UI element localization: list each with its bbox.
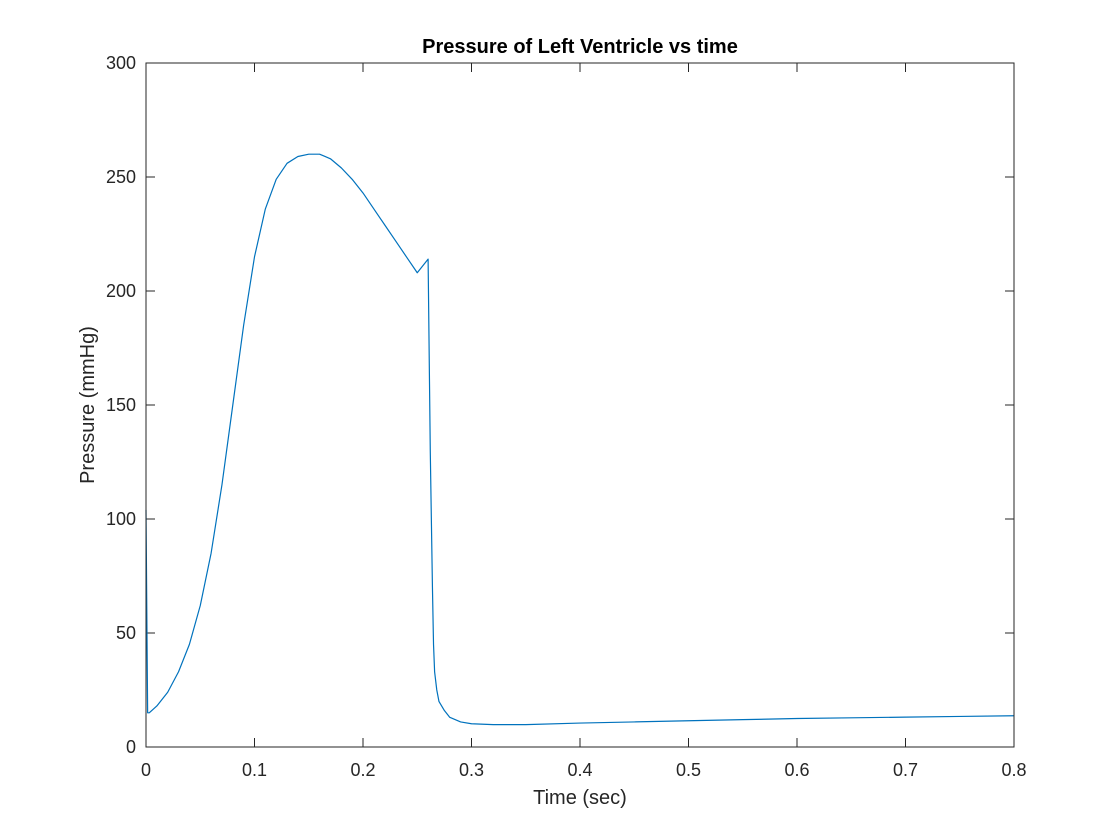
y-tick-label: 100 [106, 509, 136, 529]
tick-labels: 0 0.1 0.2 0.3 0.4 0.5 0.6 0.7 0.8 0 50 100 150 200 250… [106, 53, 1027, 780]
x-tick-label: 0.3 [459, 760, 484, 780]
x-tick-label: 0.4 [567, 760, 592, 780]
x-tick-label: 0.8 [1001, 760, 1026, 780]
axes-box [145, 62, 1015, 748]
y-axis-label: Pressure (mmHg) [77, 326, 99, 484]
x-axis-label: Time (sec) [533, 787, 627, 809]
x-tick-label: 0.5 [676, 760, 701, 780]
x-tick-label: 0.2 [350, 760, 375, 780]
y-tick-label: 300 [106, 53, 136, 73]
x-tick-label: 0 [141, 760, 151, 780]
x-tick-label: 0.7 [893, 760, 918, 780]
y-tick-label: 200 [106, 281, 136, 301]
y-tick-label: 0 [126, 737, 136, 757]
y-tick-label: 50 [116, 623, 136, 643]
axis-ticks [145, 62, 1015, 748]
x-tick-label: 0.1 [242, 760, 267, 780]
y-tick-label: 250 [106, 167, 136, 187]
chart-title: Pressure of Left Ventricle vs time [422, 36, 738, 58]
y-tick-label: 150 [106, 395, 136, 415]
x-tick-label: 0.6 [784, 760, 809, 780]
series-line [145, 153, 1015, 726]
